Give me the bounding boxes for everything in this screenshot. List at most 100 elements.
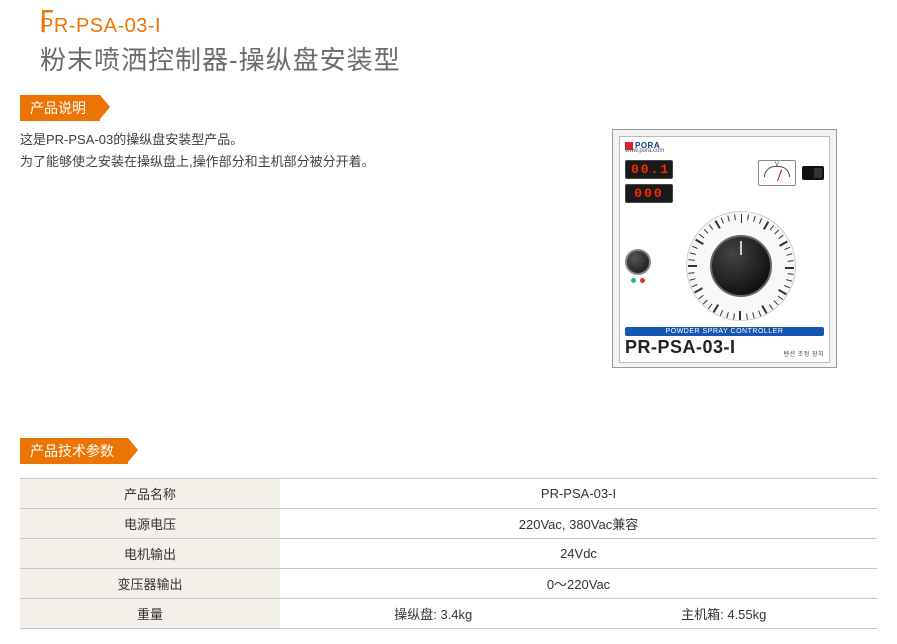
dial-tick: [746, 314, 748, 320]
dial-area: [657, 211, 824, 321]
spec-section: 产品技术参数 产品名称PR-PSA-03-I电源电压220Vac, 380Vac…: [20, 438, 877, 629]
spec-label: 重量: [20, 599, 280, 629]
segment-display-2: 000: [625, 184, 673, 203]
header-text-block: PR-PSA-03-I 粉末喷洒控制器-操纵盘安装型: [20, 15, 401, 77]
dial-tick: [688, 266, 697, 268]
device-model-row: PR-PSA-03-I 텐션 조정 장치: [625, 337, 824, 358]
dial-tick: [708, 224, 712, 229]
dial-tick: [779, 241, 788, 247]
device-displays: 00.1 000: [625, 160, 673, 203]
dial-tick: [688, 259, 694, 261]
brand-block: PORA www.pora.com: [625, 141, 664, 154]
dial-tick: [777, 296, 782, 300]
dial-tick: [768, 304, 772, 309]
description-area: 这是PR-PSA-03的操纵盘安装型产品。 为了能够使之安装在操纵盘上,操作部分…: [20, 129, 877, 368]
dial-tick: [727, 216, 730, 222]
gauge-needle: [777, 170, 782, 182]
dial-tick: [703, 229, 708, 234]
dial-tick: [734, 214, 736, 220]
product-header: 「 PR-PSA-03-I 粉末喷洒控制器-操纵盘安装型: [20, 15, 877, 77]
table-row: 电机输出24Vdc: [20, 539, 877, 569]
led-green-icon: [631, 278, 636, 283]
table-row: 产品名称PR-PSA-03-I: [20, 479, 877, 509]
device-strip-label: POWDER SPRAY CONTROLLER: [625, 327, 824, 336]
spec-table: 产品名称PR-PSA-03-I电源电压220Vac, 380Vac兼容电机输出2…: [20, 478, 877, 629]
dial-tick: [763, 221, 769, 230]
table-row-weight: 重量操纵盘: 3.4kg主机箱: 4.55kg: [20, 599, 877, 629]
spec-value: PR-PSA-03-I: [280, 479, 877, 509]
dial-tick: [694, 288, 703, 294]
spec-value: 24Vdc: [280, 539, 877, 569]
spec-label: 变压器输出: [20, 569, 280, 599]
bracket-decor: 「: [20, 14, 54, 43]
dial-tick: [719, 310, 722, 316]
description-text: 这是PR-PSA-03的操纵盘安装型产品。 为了能够使之安装在操纵盘上,操作部分…: [20, 129, 375, 173]
dial-tick: [713, 304, 719, 313]
dial-tick: [784, 247, 790, 250]
dial-tick: [688, 272, 694, 274]
device-top-right: V: [679, 160, 824, 186]
dial-tick: [785, 267, 794, 269]
description-section: 产品说明 这是PR-PSA-03的操纵盘安装型产品。 为了能够使之安装在操纵盘上…: [20, 95, 877, 368]
device-brand-row: PORA www.pora.com: [625, 141, 824, 154]
dial-tick: [787, 260, 793, 262]
dial-tick: [778, 235, 783, 239]
table-row: 变压器输出0～220Vac: [20, 569, 877, 599]
dial-tick: [698, 234, 703, 238]
device-sub-label: 텐션 조정 장치: [784, 349, 824, 358]
dial-tick: [778, 289, 787, 295]
section-tag-specs: 产品技术参数: [20, 438, 128, 464]
dial-tick: [714, 220, 720, 229]
product-model: PR-PSA-03-I: [40, 15, 401, 38]
section-tag-description: 产品说明: [20, 95, 100, 121]
device-lower-row: [625, 211, 824, 321]
device-mid-row: 00.1 000 V: [625, 160, 824, 203]
dial-tick: [773, 300, 778, 305]
dial-tick: [784, 285, 790, 288]
small-knob-group: [625, 249, 651, 283]
small-knob: [625, 249, 651, 275]
weight-left: 操纵盘: 3.4kg: [288, 604, 579, 623]
product-image: PORA www.pora.com 00.1 000 V: [612, 129, 837, 368]
dial-tick: [753, 216, 756, 222]
spec-label: 电源电压: [20, 509, 280, 539]
dial-tick: [774, 230, 779, 235]
weight-right: 主机箱: 4.55kg: [579, 604, 870, 623]
dial-tick: [689, 278, 695, 281]
table-row: 电源电压220Vac, 380Vac兼容: [20, 509, 877, 539]
dial-tick: [761, 305, 767, 314]
dial-tick: [689, 252, 695, 255]
dial-tick: [692, 246, 698, 249]
desc-line-1: 这是PR-PSA-03的操纵盘安装型产品。: [20, 129, 375, 151]
product-title: 粉末喷洒控制器-操纵盘安装型: [40, 40, 401, 77]
brand-url: www.pora.com: [625, 148, 664, 154]
main-dial-knob: [710, 235, 772, 297]
spec-label: 产品名称: [20, 479, 280, 509]
dial-tick: [691, 284, 697, 287]
dial-tick: [769, 225, 773, 230]
spec-value: 220Vac, 380Vac兼容: [280, 509, 877, 539]
dial-tick: [747, 214, 749, 220]
dial-tick: [702, 300, 707, 305]
device-model-text: PR-PSA-03-I: [625, 337, 736, 358]
dial-tick: [758, 310, 761, 316]
dial-tick: [698, 295, 703, 299]
dial-tick: [726, 312, 729, 318]
dial-tick: [786, 279, 792, 282]
device-panel: PORA www.pora.com 00.1 000 V: [619, 136, 830, 363]
dial-tick: [752, 312, 755, 318]
led-red-icon: [640, 278, 645, 283]
power-rocker-switch: [802, 166, 824, 180]
dial-tick: [707, 304, 711, 309]
dial-tick: [741, 214, 743, 223]
dial-tick: [720, 218, 723, 224]
desc-line-2: 为了能够使之安装在操纵盘上,操作部分和主机部分被分开着。: [20, 151, 375, 173]
spec-value: 0～220Vac: [280, 569, 877, 599]
spec-value-weight: 操纵盘: 3.4kg主机箱: 4.55kg: [280, 599, 877, 629]
voltage-gauge: V: [758, 160, 796, 186]
indicator-leds: [631, 278, 645, 283]
gauge-label: V: [775, 162, 779, 168]
dial-tick: [695, 239, 704, 245]
device-bottom: POWDER SPRAY CONTROLLER PR-PSA-03-I 텐션 조…: [625, 327, 824, 358]
dial-ring: [686, 211, 796, 321]
